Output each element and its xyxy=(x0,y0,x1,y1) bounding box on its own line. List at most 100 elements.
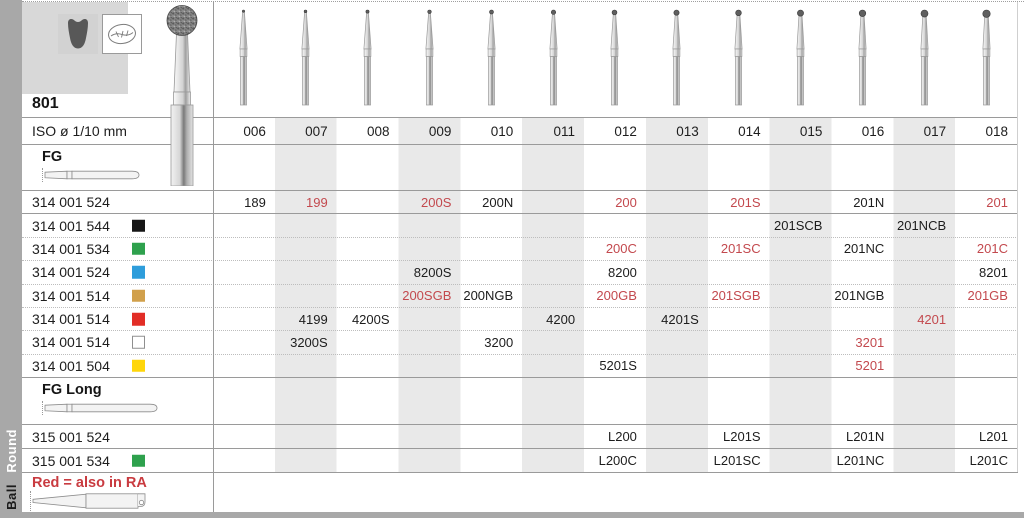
grid-cell: L201C xyxy=(969,453,1008,468)
color-chip-yellow xyxy=(132,359,145,373)
grid-cell-empty xyxy=(893,261,955,283)
row-label: 314 001 524 xyxy=(22,191,213,213)
bur-size-illustration xyxy=(893,2,955,115)
iso-row-label: ISO ø 1/10 mm xyxy=(22,118,213,144)
grid-cell-empty xyxy=(893,355,955,377)
row-label: 315 001 524 xyxy=(22,425,213,448)
grid-cell: 201NC xyxy=(843,241,885,257)
color-chip-red xyxy=(132,312,145,326)
bur-size-illustration xyxy=(460,2,522,115)
color-chip-green xyxy=(132,454,145,467)
grid-cell-empty xyxy=(460,238,522,260)
row-label: 314 001 514 xyxy=(22,331,213,353)
grid-cell-empty xyxy=(708,355,770,377)
grid-cell-empty xyxy=(646,355,708,377)
grid-cell-empty xyxy=(337,285,399,307)
row-label: 314 001 514 xyxy=(22,308,213,330)
grid-cell-empty xyxy=(337,425,399,448)
grid-cell-empty xyxy=(770,285,832,307)
grid-cell-empty xyxy=(831,261,893,283)
grid-cell-empty xyxy=(275,425,337,448)
grid-cell-empty xyxy=(213,449,275,472)
order-code: 314 001 514 xyxy=(32,287,110,304)
grid-cell-empty xyxy=(522,449,584,472)
column-stripes xyxy=(213,117,1017,472)
grid-cell-empty xyxy=(337,261,399,283)
grid-cell: 200S xyxy=(421,194,452,210)
grid-cell-empty xyxy=(893,285,955,307)
grid-cell: 201NGB xyxy=(834,288,885,304)
order-code: 314 001 534 xyxy=(32,240,110,257)
iso-column-header: 018 xyxy=(985,123,1008,139)
grid-cell-empty xyxy=(708,308,770,330)
fg-long-shank-icon xyxy=(42,401,161,415)
grid-cell-empty xyxy=(770,331,832,353)
grid-cell: 4201 xyxy=(917,311,947,327)
grid-cell: 201N xyxy=(853,194,885,210)
grid-cell-empty xyxy=(460,449,522,472)
order-code: 314 001 524 xyxy=(32,264,110,281)
iso-column-header: 014 xyxy=(738,123,761,139)
rail-label-ball: Ball xyxy=(3,484,19,510)
table-row: 314 001 514 4199 4200S 4200 4201S 4201 xyxy=(22,308,1018,332)
grid-cell: 201C xyxy=(976,241,1008,257)
row-label: 314 001 524 xyxy=(22,261,213,283)
grid-cell-empty xyxy=(646,214,708,236)
bur-size-illustration xyxy=(708,2,770,115)
table-row: 314 001 514 200SGB 200NGB 200GB 201SGB 201NGB… xyxy=(22,285,1018,308)
grid-cell-empty xyxy=(955,214,1017,236)
grid-cell-empty xyxy=(522,191,584,213)
grid-cell: L201N xyxy=(845,429,885,444)
grid-cell-empty xyxy=(708,261,770,283)
grid-cell-empty xyxy=(646,238,708,260)
grid-cell-empty xyxy=(399,308,461,330)
grid-cell-empty xyxy=(584,214,646,236)
grid-cell: 3200S xyxy=(290,334,328,350)
grid-cell: 200N xyxy=(482,194,514,210)
bottom-bar xyxy=(0,512,1024,518)
grid-cell-empty xyxy=(646,261,708,283)
order-code: 315 001 524 xyxy=(32,428,110,445)
grid-cell-empty xyxy=(955,308,1017,330)
ra-latch-shank-icon xyxy=(30,491,153,513)
grid-cell-empty xyxy=(522,425,584,448)
grid-cell: 3200 xyxy=(484,334,514,350)
fg-shank-icon xyxy=(42,168,143,182)
grid-cell: 201S xyxy=(730,194,761,210)
grid-cell-empty xyxy=(337,191,399,213)
section-label-fg-long: FG Long xyxy=(42,382,102,398)
grid-cell-empty xyxy=(770,308,832,330)
header-box xyxy=(22,2,142,94)
bur-size-illustration xyxy=(337,2,399,115)
grid-cell: 4201S xyxy=(661,311,699,327)
grid-cell-empty xyxy=(213,238,275,260)
table-row: 314 001 514 3200S 3200 3201 xyxy=(22,331,1018,355)
grid-cell-empty xyxy=(275,449,337,472)
grid-cell-empty xyxy=(460,355,522,377)
grid-cell-empty xyxy=(646,191,708,213)
iso-row-label-text: ISO ø 1/10 mm xyxy=(32,123,127,139)
bur-size-row xyxy=(213,2,1017,115)
grid-cell-empty xyxy=(770,191,832,213)
grid-cell: L201NC xyxy=(836,453,885,468)
grid-cell: L200 xyxy=(607,429,637,444)
table-row: 315 001 534 L200C L201SC L201NC L201C xyxy=(22,449,1018,473)
grid-cell-empty xyxy=(646,285,708,307)
grid-cell-empty xyxy=(831,308,893,330)
iso-column-header: 013 xyxy=(676,123,699,139)
grid-cell-empty xyxy=(770,449,832,472)
bur-size-illustration xyxy=(955,2,1017,115)
table-row: 314 001 544 201SCB 201NCB xyxy=(22,214,1018,238)
grid-cell-empty xyxy=(646,331,708,353)
note-row: Red = also in RA xyxy=(22,473,1018,513)
row-label: 314 001 534 xyxy=(22,238,213,260)
note-red-ra: Red = also in RA xyxy=(32,475,147,491)
order-code: 314 001 544 xyxy=(32,217,110,234)
grid-cell-empty xyxy=(708,331,770,353)
table-row: 314 001 504 5201S 5201 xyxy=(22,355,1018,378)
grid-cell-empty xyxy=(213,331,275,353)
grid-cell: 200SGB xyxy=(402,288,452,304)
grid-cell-empty xyxy=(275,214,337,236)
grid-cell-empty xyxy=(337,331,399,353)
